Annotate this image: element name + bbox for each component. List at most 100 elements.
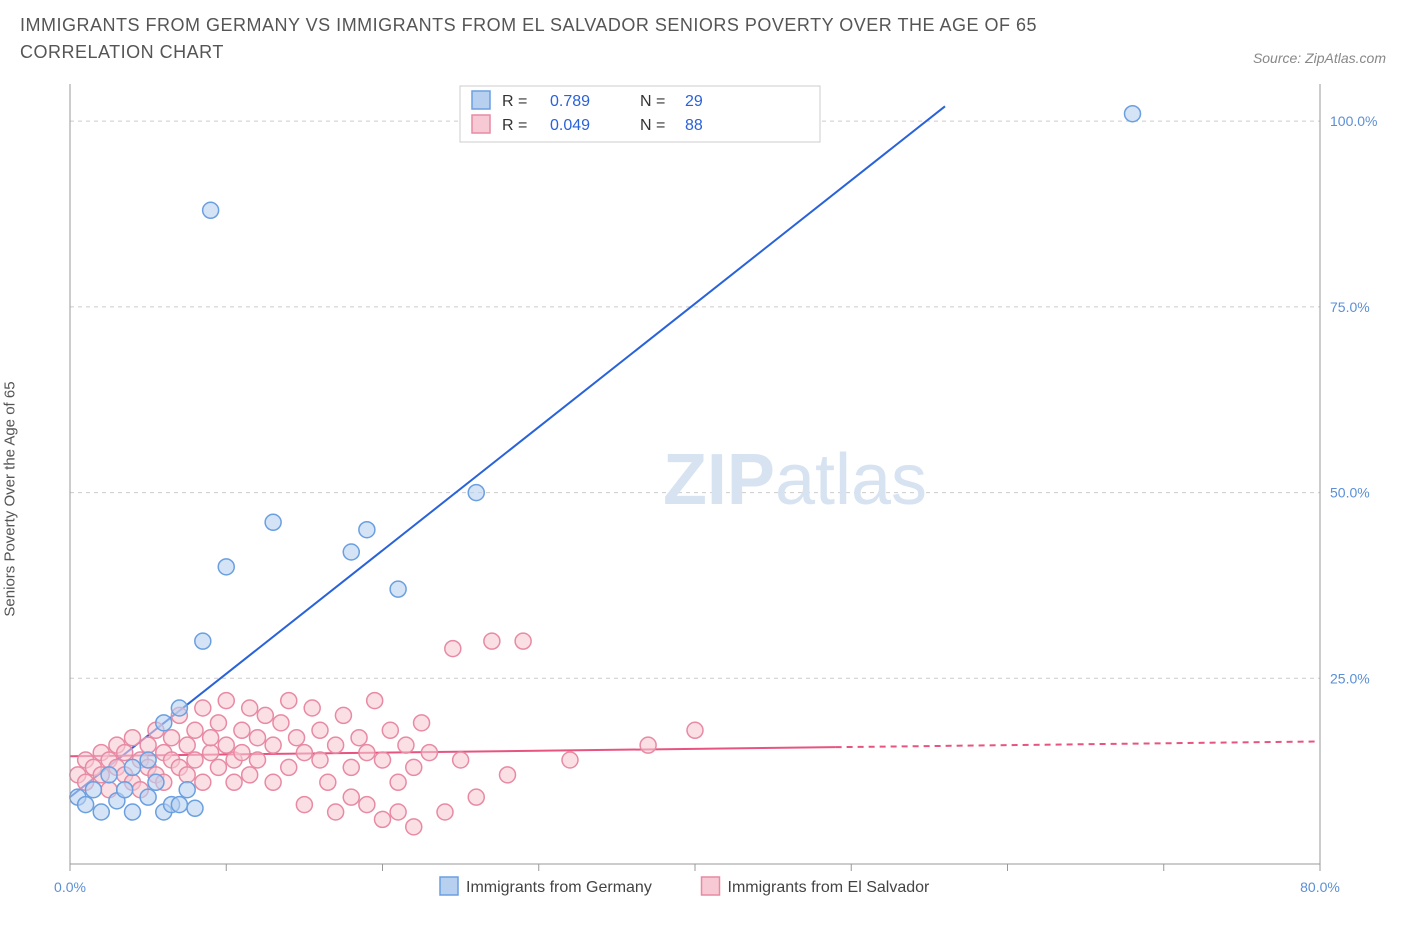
scatter-point: [195, 774, 211, 790]
x-tick-label: 0.0%: [54, 879, 86, 895]
scatter-point: [390, 804, 406, 820]
scatter-point: [281, 759, 297, 775]
scatter-point: [210, 759, 226, 775]
scatter-point: [375, 811, 391, 827]
scatter-point: [210, 715, 226, 731]
scatter-point: [367, 693, 383, 709]
scatter-point: [437, 804, 453, 820]
scatter-point: [117, 782, 133, 798]
bottom-legend-label: Immigrants from El Salvador: [728, 879, 931, 896]
legend-n-value: 29: [685, 93, 703, 110]
x-tick-label: 80.0%: [1300, 879, 1340, 895]
scatter-point: [335, 707, 351, 723]
scatter-point: [140, 752, 156, 768]
scatter-point: [117, 745, 133, 761]
scatter-point: [320, 774, 336, 790]
scatter-point: [78, 797, 94, 813]
scatter-point: [250, 730, 266, 746]
scatter-point: [101, 767, 117, 783]
legend-swatch: [472, 91, 490, 109]
scatter-point: [421, 745, 437, 761]
scatter-point: [140, 737, 156, 753]
scatter-point: [304, 700, 320, 716]
bottom-legend-swatch: [702, 877, 720, 895]
scatter-point: [226, 774, 242, 790]
y-tick-label: 100.0%: [1330, 113, 1377, 129]
scatter-point: [390, 774, 406, 790]
scatter-point: [1125, 106, 1141, 122]
scatter-point: [203, 202, 219, 218]
scatter-chart: ZIPatlas0.0%80.0%25.0%50.0%75.0%100.0%R …: [20, 74, 1386, 924]
legend-r-label: R =: [502, 117, 527, 134]
legend-n-value: 88: [685, 117, 703, 134]
scatter-point: [312, 722, 328, 738]
scatter-point: [500, 767, 516, 783]
scatter-point: [445, 641, 461, 657]
scatter-point: [187, 800, 203, 816]
scatter-point: [468, 485, 484, 501]
scatter-point: [218, 559, 234, 575]
scatter-point: [562, 752, 578, 768]
trend-line-dashed: [836, 741, 1320, 747]
scatter-point: [125, 730, 141, 746]
scatter-point: [125, 759, 141, 775]
scatter-point: [234, 722, 250, 738]
scatter-point: [359, 522, 375, 538]
scatter-point: [343, 789, 359, 805]
scatter-point: [281, 693, 297, 709]
scatter-point: [257, 707, 273, 723]
scatter-point: [187, 752, 203, 768]
scatter-point: [390, 581, 406, 597]
scatter-point: [148, 774, 164, 790]
title-bar: IMMIGRANTS FROM GERMANY VS IMMIGRANTS FR…: [0, 0, 1406, 74]
scatter-point: [351, 730, 367, 746]
scatter-point: [359, 797, 375, 813]
scatter-point: [343, 759, 359, 775]
scatter-point: [328, 737, 344, 753]
scatter-point: [296, 745, 312, 761]
scatter-point: [453, 752, 469, 768]
watermark: ZIPatlas: [663, 440, 927, 520]
y-tick-label: 50.0%: [1330, 485, 1370, 501]
scatter-point: [85, 782, 101, 798]
scatter-point: [179, 737, 195, 753]
legend-r-value: 0.049: [550, 117, 590, 134]
scatter-point: [414, 715, 430, 731]
bottom-legend-swatch: [440, 877, 458, 895]
scatter-point: [203, 745, 219, 761]
scatter-point: [398, 737, 414, 753]
scatter-point: [640, 737, 656, 753]
scatter-point: [242, 700, 258, 716]
scatter-point: [93, 804, 109, 820]
legend-n-label: N =: [640, 93, 665, 110]
scatter-point: [218, 737, 234, 753]
scatter-point: [382, 722, 398, 738]
scatter-point: [359, 745, 375, 761]
scatter-point: [234, 745, 250, 761]
scatter-point: [187, 722, 203, 738]
scatter-point: [171, 797, 187, 813]
scatter-point: [195, 700, 211, 716]
scatter-point: [171, 700, 187, 716]
bottom-legend-label: Immigrants from Germany: [466, 879, 652, 896]
scatter-point: [140, 789, 156, 805]
scatter-point: [195, 633, 211, 649]
source-attribution: Source: ZipAtlas.com: [1253, 50, 1386, 66]
scatter-point: [406, 759, 422, 775]
legend-swatch: [472, 115, 490, 133]
legend-n-label: N =: [640, 117, 665, 134]
scatter-point: [265, 514, 281, 530]
scatter-point: [164, 730, 180, 746]
scatter-point: [296, 797, 312, 813]
scatter-point: [203, 730, 219, 746]
scatter-point: [265, 737, 281, 753]
scatter-point: [179, 767, 195, 783]
scatter-point: [515, 633, 531, 649]
scatter-point: [156, 715, 172, 731]
scatter-point: [484, 633, 500, 649]
scatter-point: [687, 722, 703, 738]
scatter-point: [250, 752, 266, 768]
scatter-point: [218, 693, 234, 709]
scatter-point: [125, 804, 141, 820]
y-axis-label: Seniors Poverty Over the Age of 65: [2, 381, 19, 616]
